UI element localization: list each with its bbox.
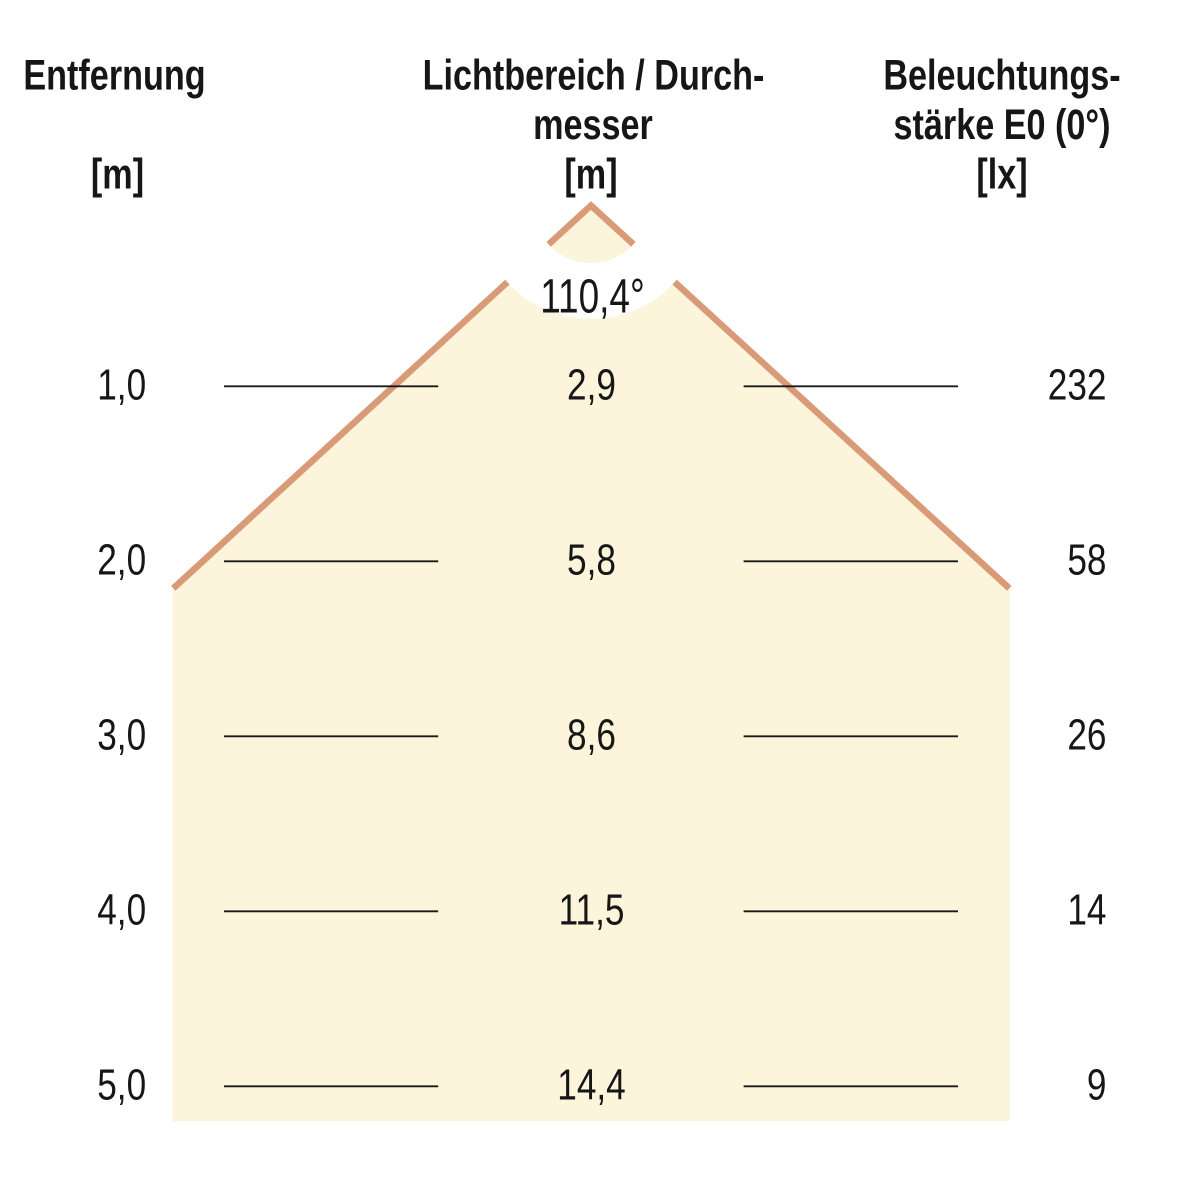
svg-text:232: 232 [1048, 361, 1107, 410]
svg-text:4,0: 4,0 [97, 886, 146, 935]
svg-text:2,9: 2,9 [567, 361, 616, 410]
svg-text:14,4: 14,4 [557, 1061, 625, 1110]
svg-text:3,0: 3,0 [97, 711, 146, 760]
svg-text:Entfernung: Entfernung [23, 52, 205, 100]
svg-text:Lichtbereich / Durch-: Lichtbereich / Durch- [423, 52, 765, 100]
svg-text:messer: messer [533, 101, 653, 149]
svg-text:110,4°: 110,4° [540, 270, 645, 324]
svg-text:[lx]: [lx] [976, 151, 1027, 199]
svg-text:58: 58 [1067, 536, 1106, 585]
svg-text:Beleuchtungs-: Beleuchtungs- [883, 52, 1120, 100]
svg-text:14: 14 [1067, 886, 1106, 935]
svg-text:5,8: 5,8 [567, 536, 616, 585]
svg-text:9: 9 [1087, 1061, 1107, 1110]
svg-text:26: 26 [1067, 711, 1106, 760]
svg-text:[m]: [m] [91, 151, 144, 199]
svg-text:1,0: 1,0 [97, 361, 146, 410]
svg-text:stärke E0 (0°): stärke E0 (0°) [894, 101, 1111, 149]
svg-text:8,6: 8,6 [567, 711, 616, 760]
svg-text:[m]: [m] [564, 151, 617, 199]
svg-text:11,5: 11,5 [559, 886, 625, 935]
svg-text:2,0: 2,0 [97, 536, 146, 585]
svg-text:5,0: 5,0 [97, 1061, 146, 1110]
